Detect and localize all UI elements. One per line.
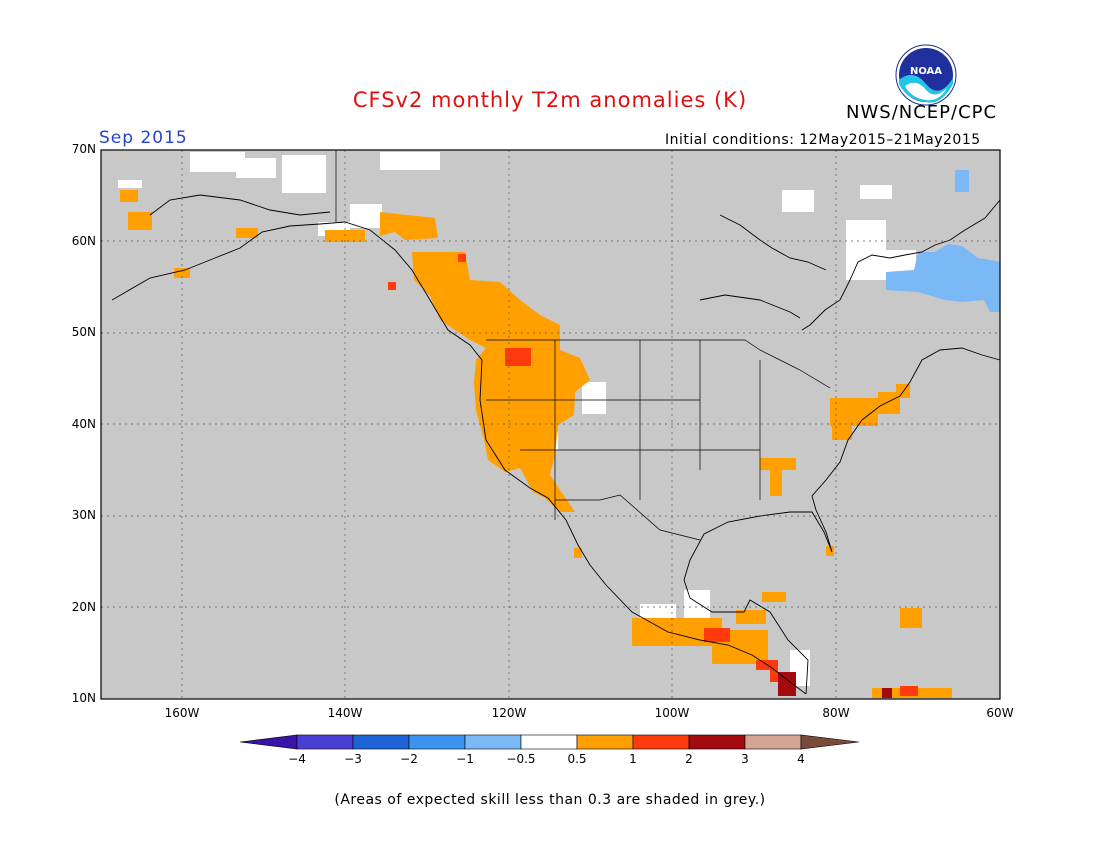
colorbar-label: 2 xyxy=(685,752,693,766)
colorbar-swatch xyxy=(520,734,578,750)
colorbar xyxy=(239,734,860,750)
political-borders xyxy=(335,150,831,541)
colorbar-swatch xyxy=(744,734,802,750)
hot-anomaly-patches xyxy=(388,254,918,696)
very-hot-anomaly-patches xyxy=(778,672,892,698)
organization-label: NWS/NCEP/CPC xyxy=(846,102,998,123)
colorbar-label: −1 xyxy=(456,752,474,766)
colorbar-label: −3 xyxy=(344,752,362,766)
colorbar-swatch xyxy=(352,734,410,750)
lat-label: 60N xyxy=(71,234,96,248)
colorbar-label: 1 xyxy=(629,752,637,766)
colorbar-swatch xyxy=(688,734,746,750)
lon-label: 160W xyxy=(164,706,200,720)
colorbar-swatch xyxy=(408,734,466,750)
lon-label: 100W xyxy=(654,706,690,720)
colorbar-swatch xyxy=(800,734,860,750)
lat-label: 70N xyxy=(71,142,96,156)
colorbar-label: −0.5 xyxy=(506,752,536,766)
lon-label: 120W xyxy=(491,706,527,720)
colorbar-label: 4 xyxy=(797,752,805,766)
initial-conditions: Initial conditions: 12May2015–21May2015 xyxy=(665,132,981,148)
map-title: CFSv2 monthly T2m anomalies (K) xyxy=(352,88,748,112)
negative-anomaly-baffin xyxy=(955,170,969,192)
colorbar-label: −4 xyxy=(288,752,306,766)
skill-footnote: (Areas of expected skill less than 0.3 a… xyxy=(334,792,766,808)
lon-label: 60W xyxy=(986,706,1014,720)
colorbar-label: 0.5 xyxy=(567,752,587,766)
colorbar-swatch xyxy=(576,734,634,750)
noaa-logo-text: NOAA xyxy=(910,66,942,77)
map-gridlines xyxy=(101,150,1000,699)
near-zero-patches xyxy=(118,152,916,686)
colorbar-swatch xyxy=(296,734,354,750)
lat-label: 50N xyxy=(71,325,96,339)
map-frame xyxy=(100,149,1001,700)
lat-label: 30N xyxy=(71,508,96,522)
lat-label: 40N xyxy=(71,417,96,431)
lon-label: 80W xyxy=(822,706,850,720)
colorbar-swatch xyxy=(632,734,690,750)
lat-label: 20N xyxy=(71,600,96,614)
colorbar-label: −2 xyxy=(400,752,418,766)
noaa-logo: NOAA xyxy=(895,44,957,106)
forecast-month: Sep 2015 xyxy=(99,128,188,148)
lat-label: 10N xyxy=(71,691,96,705)
colorbar-label: 3 xyxy=(741,752,749,766)
negative-anomaly-labrador xyxy=(886,244,1000,312)
colorbar-swatch xyxy=(464,734,522,750)
colorbar-swatch xyxy=(239,734,298,750)
coastlines xyxy=(111,194,1001,695)
lon-label: 140W xyxy=(327,706,363,720)
